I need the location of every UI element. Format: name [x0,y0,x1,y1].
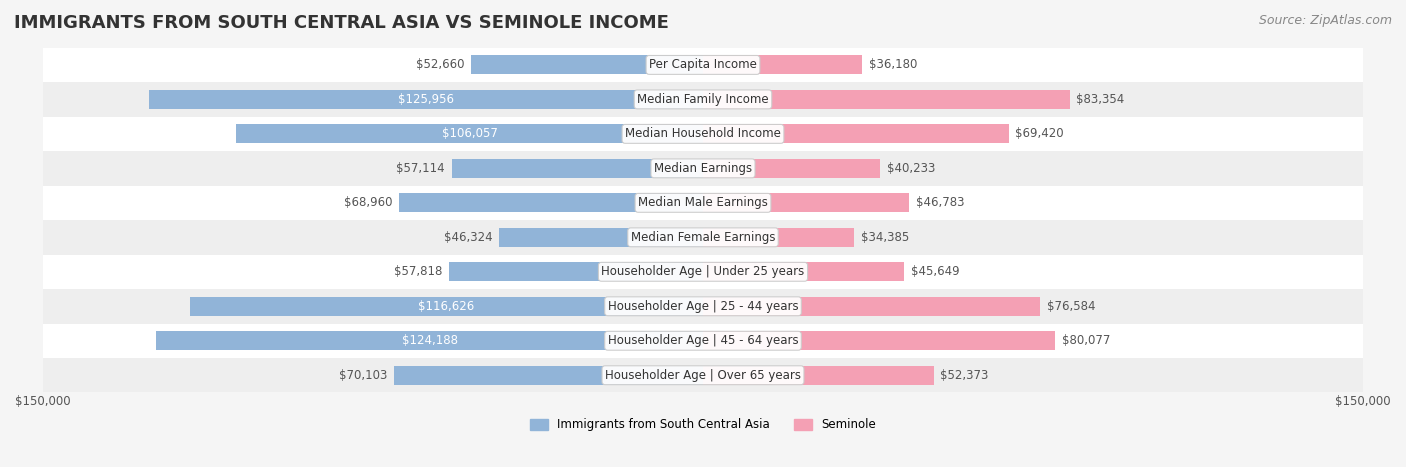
Bar [703,56,862,74]
Text: Median Family Income: Median Family Income [637,93,769,106]
Bar [703,193,908,212]
Bar [149,90,703,109]
Text: $46,324: $46,324 [444,231,492,244]
Bar [42,117,1364,151]
Text: $125,956: $125,956 [398,93,454,106]
Bar [449,262,703,281]
Bar [471,56,703,74]
Bar [42,82,1364,117]
Text: $106,057: $106,057 [441,127,498,141]
Bar [190,297,703,316]
Bar [703,331,1056,350]
Text: Median Male Earnings: Median Male Earnings [638,196,768,209]
Text: $40,233: $40,233 [887,162,935,175]
Bar [42,220,1364,255]
Bar [42,289,1364,324]
Bar [42,185,1364,220]
Bar [399,193,703,212]
Text: Householder Age | 25 - 44 years: Householder Age | 25 - 44 years [607,300,799,313]
Text: $69,420: $69,420 [1015,127,1064,141]
Text: IMMIGRANTS FROM SOUTH CENTRAL ASIA VS SEMINOLE INCOME: IMMIGRANTS FROM SOUTH CENTRAL ASIA VS SE… [14,14,669,32]
Bar [703,228,855,247]
Bar [499,228,703,247]
Text: $116,626: $116,626 [418,300,474,313]
Bar [703,297,1040,316]
Bar [395,366,703,385]
Bar [42,151,1364,185]
Bar [703,366,934,385]
Bar [703,90,1070,109]
Text: Householder Age | Over 65 years: Householder Age | Over 65 years [605,369,801,382]
Text: $52,660: $52,660 [416,58,464,71]
Text: $57,114: $57,114 [396,162,446,175]
Bar [42,255,1364,289]
Bar [42,48,1364,82]
Text: $83,354: $83,354 [1077,93,1125,106]
Text: Median Female Earnings: Median Female Earnings [631,231,775,244]
Bar [703,262,904,281]
Bar [703,124,1008,143]
Text: $52,373: $52,373 [941,369,988,382]
Text: $57,818: $57,818 [394,265,441,278]
Bar [451,159,703,178]
Text: $68,960: $68,960 [344,196,392,209]
Text: Median Earnings: Median Earnings [654,162,752,175]
Text: Householder Age | 45 - 64 years: Householder Age | 45 - 64 years [607,334,799,347]
Text: $34,385: $34,385 [860,231,910,244]
Text: $36,180: $36,180 [869,58,917,71]
Text: $70,103: $70,103 [339,369,388,382]
Text: Householder Age | Under 25 years: Householder Age | Under 25 years [602,265,804,278]
Text: $124,188: $124,188 [402,334,458,347]
Bar [42,324,1364,358]
Bar [236,124,703,143]
Bar [42,358,1364,392]
Text: $76,584: $76,584 [1046,300,1095,313]
Text: Median Household Income: Median Household Income [626,127,780,141]
Text: Per Capita Income: Per Capita Income [650,58,756,71]
Legend: Immigrants from South Central Asia, Seminole: Immigrants from South Central Asia, Semi… [530,418,876,432]
Text: $45,649: $45,649 [911,265,959,278]
Bar [703,159,880,178]
Text: Source: ZipAtlas.com: Source: ZipAtlas.com [1258,14,1392,27]
Text: $46,783: $46,783 [915,196,965,209]
Text: $80,077: $80,077 [1062,334,1111,347]
Bar [156,331,703,350]
